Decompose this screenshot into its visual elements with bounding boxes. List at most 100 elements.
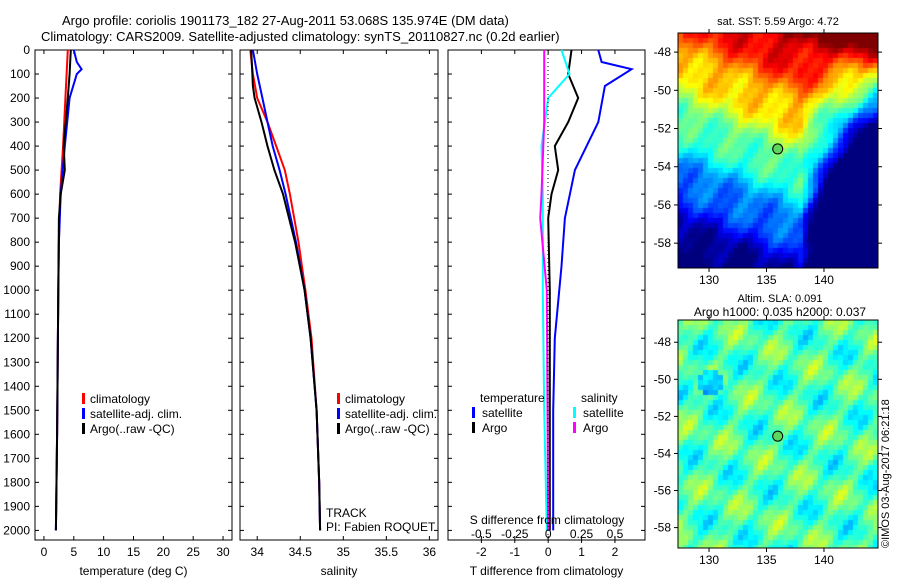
- y-tick-label: 1800: [3, 475, 30, 489]
- x-tick-label: 0: [41, 545, 48, 559]
- y-tick-label: 400: [10, 139, 30, 153]
- sst-map-title: sat. SST: 5.59 Argo: 4.72: [717, 16, 839, 28]
- y-tick-label: 1200: [3, 331, 30, 345]
- x-tick-label: 2: [612, 545, 619, 559]
- map-y-tick-label: -48: [654, 335, 672, 349]
- y-tick-label: 1000: [3, 283, 30, 297]
- legend-title-salinity: salinity: [581, 391, 618, 405]
- legend-label: climatology: [90, 392, 150, 406]
- map-x-tick-label: 140: [814, 273, 834, 287]
- map-x-tick-label: 140: [814, 553, 834, 567]
- legend-swatch: [573, 422, 576, 433]
- sla-map-frame: [677, 319, 879, 549]
- x-tick-label: -2: [476, 545, 487, 559]
- y-tick-label: 1600: [3, 427, 30, 441]
- legend-title-temperature: temperature: [480, 391, 545, 405]
- legend-label: Argo: [482, 421, 508, 435]
- legend-swatch: [82, 408, 85, 419]
- series-t-satellite: [552, 49, 635, 531]
- series-s-argo: [539, 50, 550, 531]
- map-y-tick-label: -48: [654, 45, 672, 59]
- sla-map-subtitle: Argo h1000: 0.035 h2000: 0.037: [694, 305, 866, 319]
- s-tick-label: -0.5: [471, 527, 492, 541]
- title-line1: Argo profile: coriolis 1901173_182 27-Au…: [62, 13, 509, 28]
- x-tick-label: 35.5: [375, 545, 399, 559]
- x-tick-label: 25: [187, 545, 201, 559]
- legend-label: satellite: [583, 406, 624, 420]
- x-tick-label: 5: [70, 545, 77, 559]
- y-tick-label: 1100: [4, 307, 30, 321]
- s-tick-label: 0.5: [607, 527, 624, 541]
- series-satellite: [54, 49, 83, 531]
- legend-label: Argo(..raw -QC): [90, 422, 175, 436]
- map-x-tick-label: 135: [756, 553, 776, 567]
- y-tick-label: 1500: [3, 403, 30, 417]
- legend-swatch: [82, 393, 85, 404]
- argo-location-marker: [772, 143, 784, 155]
- x-axis-label: temperature (deg C): [79, 564, 187, 578]
- x-tick-label: 15: [127, 545, 141, 559]
- map-y-tick-label: -52: [654, 409, 672, 423]
- x-tick-label: -1: [509, 545, 520, 559]
- track-label: TRACK: [326, 506, 367, 520]
- s-tick-label: 0.25: [570, 527, 594, 541]
- x-tick-label: 36: [423, 545, 437, 559]
- y-tick-label: 1900: [3, 499, 30, 513]
- legend-label: satellite-adj. clim.: [345, 407, 437, 421]
- y-tick-label: 0: [23, 43, 30, 57]
- map-y-tick-label: -50: [654, 372, 672, 386]
- y-tick-label: 1400: [3, 379, 30, 393]
- y-tick-label: 2000: [3, 523, 30, 537]
- x-tick-label: 34.5: [289, 545, 313, 559]
- y-tick-label: 100: [10, 67, 30, 81]
- s-axis-label: S difference from climatology: [470, 513, 625, 527]
- map-y-tick-label: -58: [654, 236, 672, 250]
- y-tick-label: 1300: [3, 355, 30, 369]
- y-tick-label: 700: [10, 211, 30, 225]
- map-x-tick-label: 135: [756, 273, 776, 287]
- legend-label: satellite-adj. clim.: [90, 407, 182, 421]
- map-y-tick-label: -56: [654, 198, 672, 212]
- map-x-tick-label: 130: [699, 273, 719, 287]
- salinity-axes-frame: [239, 49, 439, 541]
- y-tick-label: 1700: [3, 451, 30, 465]
- title-line2: Climatology: CARS2009. Satellite-adjuste…: [41, 29, 560, 44]
- y-tick-label: 800: [10, 235, 30, 249]
- sst-map-frame: [677, 32, 879, 269]
- y-tick-label: 900: [10, 259, 30, 273]
- legend-swatch: [472, 422, 475, 433]
- legend-swatch: [337, 408, 340, 419]
- map-y-tick-label: -50: [654, 83, 672, 97]
- legend-swatch: [337, 393, 340, 404]
- series-s-satellite: [540, 49, 571, 531]
- legend-swatch: [472, 407, 475, 418]
- legend-label: Argo: [583, 421, 609, 435]
- y-tick-label: 500: [10, 163, 30, 177]
- x-tick-label: 20: [157, 545, 171, 559]
- legend-label: satellite: [482, 406, 523, 420]
- map-y-tick-label: -58: [654, 521, 672, 535]
- x-tick-label: 30: [216, 545, 230, 559]
- sla-map-title: Altim. SLA: 0.091: [738, 293, 823, 305]
- y-tick-label: 600: [10, 187, 30, 201]
- map-y-tick-label: -52: [654, 122, 672, 136]
- x-tick-label: 35: [337, 545, 351, 559]
- y-tick-label: 200: [10, 91, 30, 105]
- difference-axes-frame: [447, 49, 646, 541]
- map-y-tick-label: -56: [654, 484, 672, 498]
- map-y-tick-label: -54: [654, 160, 672, 174]
- legend-label: Argo(..raw -QC): [345, 422, 430, 436]
- series-t-argo: [547, 49, 580, 531]
- y-tick-label: 300: [10, 115, 30, 129]
- x-axis-label: T difference from climatology: [470, 564, 624, 578]
- series-argo: [250, 49, 322, 531]
- legend-swatch: [573, 407, 576, 418]
- legend-label: climatology: [345, 392, 405, 406]
- x-tick-label: 1: [578, 545, 585, 559]
- argo-location-marker: [772, 430, 784, 442]
- pi-label: PI: Fabien ROQUET: [326, 520, 436, 534]
- legend-swatch: [337, 423, 340, 434]
- s-tick-label: 0: [545, 527, 552, 541]
